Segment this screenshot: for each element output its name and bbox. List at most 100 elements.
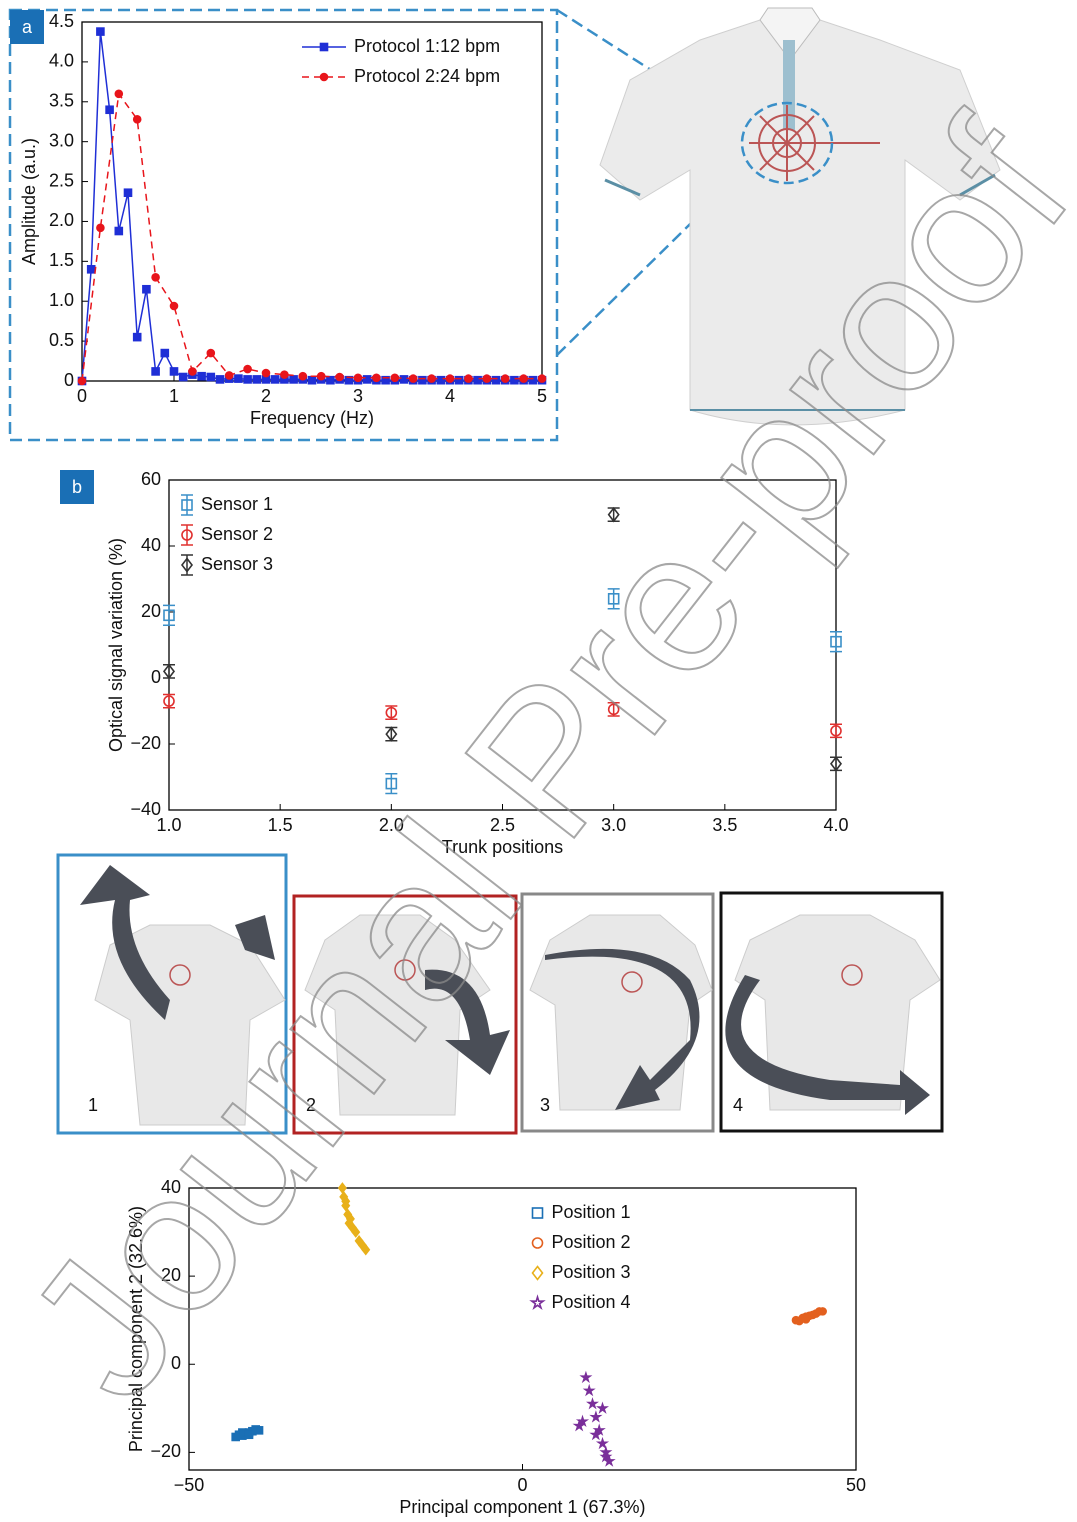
y-axis-label: Amplitude (a.u.) <box>19 138 39 265</box>
watermark: Journal Pre-proof <box>0 83 1077 1438</box>
marker <box>539 375 546 382</box>
x-tick-label: 3.5 <box>712 815 737 835</box>
marker <box>152 274 159 281</box>
legend-marker <box>533 1238 543 1248</box>
y-tick-label: 0.5 <box>49 330 74 350</box>
marker <box>88 266 95 273</box>
marker <box>599 1439 607 1447</box>
marker <box>152 368 159 375</box>
marker <box>143 286 150 293</box>
legend-label: Position 4 <box>552 1292 631 1312</box>
marker <box>246 1431 253 1438</box>
y-tick-label: 0 <box>151 667 161 687</box>
marker <box>272 376 279 383</box>
marker <box>253 376 260 383</box>
y-tick-label: 60 <box>141 469 161 489</box>
marker <box>171 303 178 310</box>
marker <box>106 106 113 113</box>
y-tick-label: 1.0 <box>49 290 74 310</box>
x-axis-label: Frequency (Hz) <box>250 408 374 428</box>
y-tick-label: 1.5 <box>49 250 74 270</box>
x-tick-label: 50 <box>846 1475 866 1495</box>
figure: 1 2 3 4 a b 01234500.51.01.52.02.53.03.5… <box>0 0 1077 1522</box>
marker <box>592 1413 600 1421</box>
marker <box>585 1387 593 1395</box>
marker <box>456 377 463 384</box>
y-tick-label: 2.0 <box>49 210 74 230</box>
marker <box>819 1308 826 1315</box>
marker <box>364 376 371 383</box>
marker <box>134 334 141 341</box>
legend-label: Position 3 <box>552 1262 631 1282</box>
marker <box>401 376 408 383</box>
marker <box>244 366 251 373</box>
y-tick-label: 4.5 <box>49 11 74 31</box>
marker <box>802 1313 809 1320</box>
x-tick-label: 0 <box>77 386 87 406</box>
legend-error <box>181 525 193 545</box>
x-tick-label: 5 <box>537 386 547 406</box>
panel-label: b <box>72 477 82 497</box>
error-bar <box>163 605 175 625</box>
marker <box>391 374 398 381</box>
legend-label: Sensor 3 <box>201 554 273 574</box>
marker <box>474 377 481 384</box>
marker <box>599 1404 607 1412</box>
legend-marker <box>321 74 328 81</box>
marker <box>318 373 325 380</box>
y-tick-label: 3.5 <box>49 91 74 111</box>
x-tick-label: 1.5 <box>268 815 293 835</box>
legend-label: Protocol 1:12 bpm <box>354 36 500 56</box>
marker <box>79 378 86 385</box>
legend-label: Sensor 1 <box>201 494 273 514</box>
marker <box>355 374 362 381</box>
image-label: 3 <box>540 1095 550 1115</box>
image-label: 1 <box>88 1095 98 1115</box>
legend-label: Position 2 <box>552 1232 631 1252</box>
marker <box>244 376 251 383</box>
y-tick-label: −40 <box>130 799 161 819</box>
x-axis-label: Principal component 1 (67.3%) <box>399 1497 645 1517</box>
marker <box>226 372 233 379</box>
marker <box>336 374 343 381</box>
x-tick-label: 4 <box>445 386 455 406</box>
marker <box>520 375 527 382</box>
legend-label: Sensor 2 <box>201 524 273 544</box>
marker <box>180 374 187 381</box>
marker <box>217 376 224 383</box>
panel-label: a <box>22 17 33 37</box>
x-tick-label: 3 <box>353 386 363 406</box>
y-tick-label: 2.5 <box>49 170 74 190</box>
marker <box>483 375 490 382</box>
legend-marker <box>533 1208 543 1218</box>
marker <box>115 90 122 97</box>
image-label: 4 <box>733 1095 743 1115</box>
marker <box>189 368 196 375</box>
legend-marker <box>533 1267 543 1280</box>
x-tick-label: −50 <box>174 1475 205 1495</box>
x-tick-label: 4.0 <box>823 815 848 835</box>
marker <box>134 116 141 123</box>
marker <box>419 377 426 384</box>
marker <box>281 371 288 378</box>
marker <box>437 377 444 384</box>
marker <box>582 1373 590 1381</box>
marker <box>428 375 435 382</box>
marker <box>207 350 214 357</box>
legend-error <box>181 495 193 515</box>
x-tick-label: 2 <box>261 386 271 406</box>
y-tick-label: 4.0 <box>49 51 74 71</box>
marker <box>309 377 316 384</box>
marker <box>410 375 417 382</box>
marker <box>511 377 518 384</box>
x-tick-label: 0 <box>517 1475 527 1495</box>
marker <box>125 189 132 196</box>
marker <box>465 375 472 382</box>
marker <box>198 373 205 380</box>
y-tick-label: 20 <box>141 601 161 621</box>
marker <box>493 377 500 384</box>
y-tick-label: 3.0 <box>49 130 74 150</box>
legend-label: Protocol 2:24 bpm <box>354 66 500 86</box>
legend-label: Position 1 <box>552 1202 631 1222</box>
y-axis-label: Optical signal variation (%) <box>106 538 126 752</box>
